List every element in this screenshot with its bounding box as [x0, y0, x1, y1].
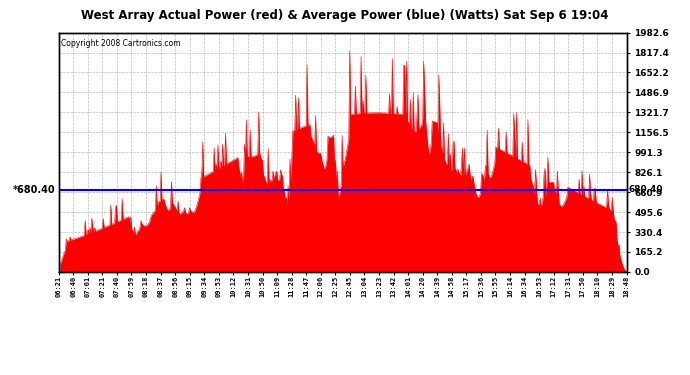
Text: Copyright 2008 Cartronics.com: Copyright 2008 Cartronics.com [61, 39, 181, 48]
Text: *680.40: *680.40 [13, 185, 56, 195]
Text: West Array Actual Power (red) & Average Power (blue) (Watts) Sat Sep 6 19:04: West Array Actual Power (red) & Average … [81, 9, 609, 22]
Text: 680.40: 680.40 [628, 185, 662, 194]
